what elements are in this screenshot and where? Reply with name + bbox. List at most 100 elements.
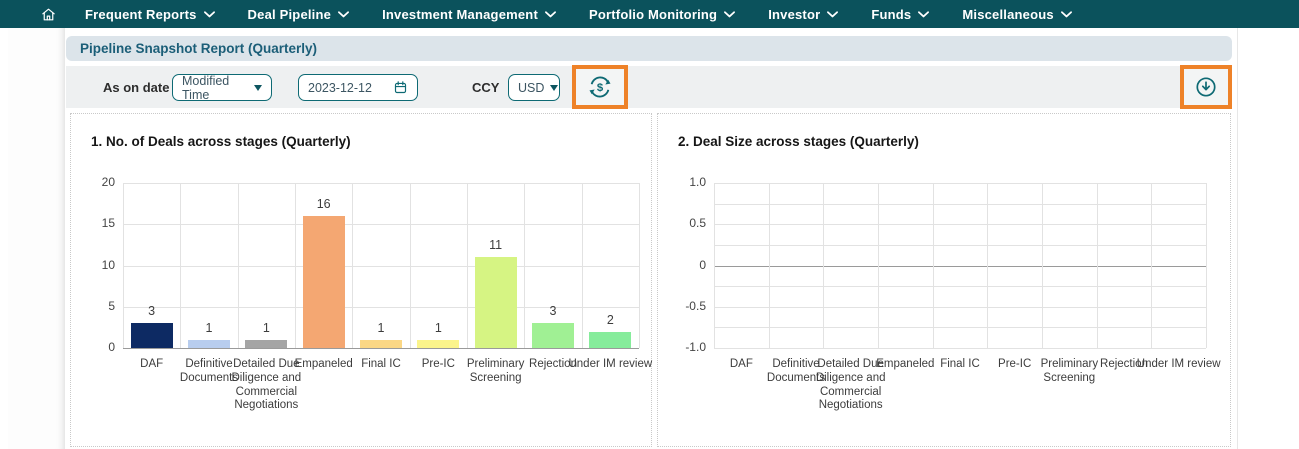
bar — [302, 216, 345, 348]
nav-item-label: Deal Pipeline — [247, 6, 332, 22]
x-axis-category-label: Rejection — [1100, 358, 1148, 370]
chevron-down-icon — [827, 11, 839, 18]
h-gridline — [714, 183, 1206, 184]
currency-refresh-icon[interactable]: $ — [585, 72, 615, 102]
v-gridline — [932, 183, 934, 348]
v-gridline — [237, 183, 239, 348]
x-axis-category-label: Pre-IC — [998, 358, 1032, 370]
h-gridline — [123, 348, 639, 349]
x-axis-category-label: DAF — [140, 358, 164, 370]
bar-value-label: 3 — [549, 304, 557, 319]
h-gridline — [714, 348, 1206, 349]
chevron-down-icon — [1060, 11, 1072, 18]
chevron-down-icon — [254, 84, 262, 91]
x-axis-category-label: Pre-IC — [421, 358, 455, 370]
nav-item-label: Investor — [768, 6, 821, 22]
chart-panel-deal-count: 1. No. of Deals across stages (Quarterly… — [70, 113, 652, 447]
x-axis-category-label: Preliminary Screening — [466, 358, 525, 384]
x-axis-category-label: Preliminary Screening — [1040, 358, 1099, 384]
bar-value-label: 3 — [148, 304, 156, 319]
y-axis-tick-label: 0.5 — [689, 216, 706, 231]
x-axis-category-label: Detailed Due Diligence and Commercial Ne… — [815, 358, 886, 412]
h-gridline — [123, 265, 639, 267]
bar — [417, 339, 460, 348]
x-axis-category-label: Final IC — [940, 358, 980, 370]
bar — [360, 339, 402, 348]
bar — [130, 323, 173, 348]
y-axis-tick-label: 1.0 — [689, 175, 706, 189]
nav-item-investor[interactable]: Investor — [768, 6, 839, 22]
v-gridline — [1206, 183, 1207, 348]
nav-item-frequent-reports[interactable]: Frequent Reports — [85, 7, 215, 22]
v-gridline — [352, 183, 354, 348]
x-axis-category-label: Empaneled — [876, 358, 935, 370]
h-gridline — [714, 286, 1206, 288]
nav-item-miscellaneous[interactable]: Miscellaneous — [962, 7, 1072, 22]
chart-plot: -1.0 -0.5 0 0.5 1.0 DAF Definitive Documents De… — [685, 175, 1220, 411]
x-axis-category-label: Under IM review — [1136, 358, 1221, 370]
bar — [245, 339, 288, 348]
chevron-down-icon — [203, 11, 215, 18]
bar-value-label: 11 — [489, 238, 503, 253]
chart-panel-deal-size: 2. Deal Size across stages (Quarterly) -… — [657, 113, 1231, 447]
nav-menu: Frequent Reports Deal Pipeline Investment … — [85, 7, 1072, 22]
h-gridline — [123, 183, 639, 184]
nav-item-investment-management[interactable]: Investment Management — [382, 7, 556, 22]
bar-value-label: 1 — [205, 320, 213, 335]
h-gridline — [123, 306, 639, 308]
nav-item-portfolio-monitoring[interactable]: Portfolio Monitoring — [589, 7, 736, 22]
v-gridline — [1151, 183, 1153, 348]
v-gridline — [123, 183, 124, 348]
chevron-down-icon — [545, 11, 556, 18]
x-axis-category-label: Definitive Documents — [766, 358, 826, 384]
chevron-down-icon — [338, 11, 350, 18]
v-gridline — [180, 183, 182, 348]
chevron-down-icon — [550, 84, 559, 91]
bar-value-label: 1 — [434, 320, 442, 335]
bar — [589, 331, 632, 348]
collapsed-sidebar — [8, 28, 65, 449]
home-icon[interactable] — [38, 4, 58, 24]
x-axis-category-label: Empaneled — [294, 358, 353, 370]
y-axis-tick-label: 5 — [108, 298, 115, 313]
h-gridline — [714, 327, 1206, 329]
bar-value-label: 1 — [262, 320, 270, 335]
calendar-icon — [393, 80, 408, 95]
as-on-date-label: As on date — [103, 79, 170, 95]
v-gridline — [524, 183, 526, 348]
bar — [474, 257, 517, 348]
v-gridline — [295, 183, 296, 348]
h-gridline — [123, 224, 639, 226]
bar — [532, 323, 574, 348]
page-header-bar: Pipeline Snapshot Report (Quarterly) — [66, 36, 1232, 61]
chart-title: 1. No. of Deals across stages (Quarterly… — [91, 134, 351, 149]
v-gridline — [1042, 183, 1043, 348]
highlight-box-refresh: $ — [572, 65, 628, 109]
x-axis-category-label: Definitive Documents — [179, 358, 239, 384]
h-gridline — [714, 265, 1206, 267]
date-input[interactable]: 2023-12-12 — [298, 74, 418, 101]
ccy-dropdown[interactable]: USD — [508, 74, 560, 101]
v-gridline — [409, 183, 411, 348]
y-axis-tick-label: 0 — [699, 257, 706, 272]
x-axis-category-label: Detailed Due Diligence and Commercial Ne… — [231, 358, 302, 412]
chevron-down-icon — [724, 11, 736, 18]
y-axis-tick-label: -0.5 — [685, 298, 706, 313]
content-divider — [1237, 28, 1238, 449]
ccy-value: USD — [518, 80, 545, 95]
v-gridline — [467, 183, 468, 348]
download-icon[interactable] — [1191, 72, 1221, 102]
bar-value-label: 1 — [377, 320, 385, 335]
nav-item-deal-pipeline[interactable]: Deal Pipeline — [248, 7, 350, 22]
x-axis-category-label: DAF — [729, 358, 753, 370]
date-value: 2023-12-12 — [308, 80, 372, 95]
v-gridline — [714, 183, 715, 348]
nav-item-funds[interactable]: Funds — [871, 7, 930, 22]
v-gridline — [987, 183, 989, 348]
nav-item-label: Frequent Reports — [85, 6, 197, 22]
page-title: Pipeline Snapshot Report (Quarterly) — [80, 41, 318, 56]
date-type-dropdown[interactable]: Modified Time — [172, 74, 272, 102]
y-axis-tick-label: 15 — [101, 216, 115, 231]
nav-item-label: Investment Management — [382, 6, 538, 22]
